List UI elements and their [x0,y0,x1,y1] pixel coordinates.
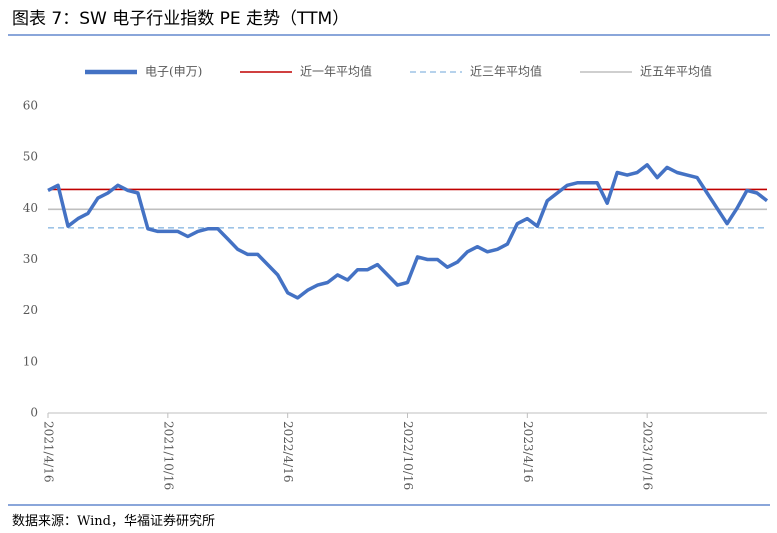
x-tick-label: 2023/10/16 [641,421,655,490]
y-tick-label: 10 [23,354,38,368]
x-tick-label: 2022/4/16 [281,421,295,483]
x-tick-label: 2023/4/16 [521,421,535,483]
y-tick-label: 0 [30,406,38,420]
x-tick-label: 2021/10/16 [161,421,175,490]
source: 数据来源：Wind，华福证券研究所 [12,513,215,529]
legend-label: 电子(申万) [145,65,202,79]
y-tick-label: 20 [23,303,38,317]
series-line [47,163,769,300]
y-tick-label: 60 [23,99,38,113]
chart-title: 图表 7：SW 电子行业指数 PE 走势（TTM） [12,9,349,29]
x-tick-label: 2022/10/16 [401,421,415,490]
y-tick-label: 50 [23,150,38,164]
legend-label: 近一年平均值 [300,64,372,79]
legend-label: 近五年平均值 [640,64,712,79]
legend-label: 近三年平均值 [470,64,542,79]
y-tick-label: 40 [23,201,38,215]
y-tick-label: 30 [23,252,38,266]
x-tick-label: 2021/4/16 [42,421,56,483]
